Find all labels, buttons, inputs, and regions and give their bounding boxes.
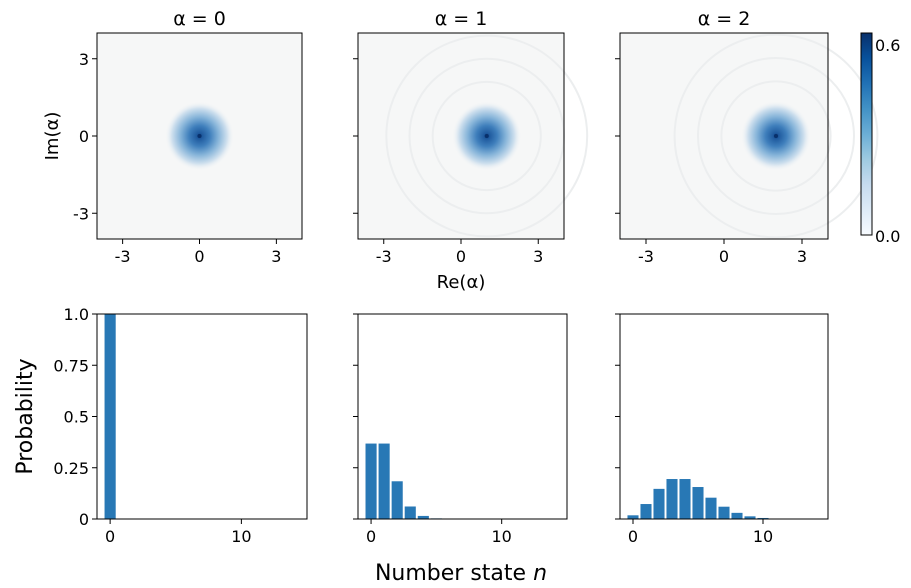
bar-n-6 (705, 497, 717, 519)
peak-center-dot (197, 134, 202, 138)
y-tick-label: -3 (73, 204, 89, 223)
axis-ticks: -3 0 3 (615, 58, 807, 266)
ripple-ring (673, 33, 879, 239)
bar-n-4 (679, 479, 691, 519)
x-tick-label: -3 (638, 247, 654, 266)
bar-n-2 (653, 488, 665, 519)
bar-n-4 (417, 515, 429, 519)
y-axis-label: Probability (13, 358, 38, 474)
probability-panel-alpha-0: 0 10 0 0.25 0.5 0.75 1.0 Probability (13, 305, 308, 546)
heatmap-content (358, 33, 589, 239)
x-axis-label: Re(α) (437, 272, 486, 293)
x-tick-label: 0 (628, 527, 638, 546)
y-tick-label: 1.0 (64, 305, 89, 324)
panel-title: α = 0 (173, 8, 226, 30)
ripple-ring (697, 57, 855, 215)
axes-frame (357, 32, 565, 240)
axes-frame (96, 32, 303, 240)
axes-frame (357, 313, 568, 520)
bar-n-10 (757, 517, 769, 519)
bar-n-1 (640, 504, 652, 519)
axes-frame (619, 313, 829, 520)
y-tick-label: 0.75 (53, 356, 89, 375)
colorbar-min-label: 0.0 (875, 227, 900, 246)
bar-n-0 (104, 314, 116, 519)
bar-series (104, 314, 116, 519)
x-tick-label: 0 (105, 527, 115, 546)
bar-series (365, 443, 455, 519)
x-tick-label: 3 (271, 247, 281, 266)
heatmap-content (620, 33, 879, 239)
panel-title: α = 1 (435, 8, 488, 30)
peak-center-dot (484, 134, 489, 138)
colorbar-gradient (860, 32, 873, 236)
x-tick-label: 0 (194, 247, 204, 266)
y-tick-label: 3 (79, 50, 89, 69)
wigner-panel-alpha-1: α = 1 -3 0 3 Re(α) (353, 8, 589, 293)
heatmap-content (97, 33, 302, 239)
ripple-ring (385, 34, 589, 238)
bar-series (627, 479, 795, 519)
bar-n-3 (404, 506, 416, 519)
x-tick-label: 0 (366, 527, 376, 546)
axis-ticks: 0 10 0 0.25 0.5 0.75 1.0 (53, 305, 251, 546)
y-tick-label: 0 (79, 127, 89, 146)
colorbar: 0.6 0.0 (860, 32, 900, 246)
x-tick-label: 3 (797, 247, 807, 266)
axis-ticks: -3 0 3 -3 0 3 (73, 50, 281, 266)
x-tick-label: 0 (456, 247, 466, 266)
bar-n-1 (378, 443, 390, 519)
ripple-ring (431, 80, 542, 192)
axes-frame (619, 32, 829, 240)
y-tick-label: 0.5 (64, 408, 89, 427)
ripple-ring (720, 80, 832, 192)
wigner-panel-alpha-2: α = 2 -3 0 3 (615, 8, 879, 266)
figure-x-axis-label: Number state n (375, 561, 547, 586)
peak-center-dot (774, 134, 778, 138)
probability-panel-alpha-1: 0 10 (353, 313, 568, 546)
y-axis-label: Im(α) (42, 112, 63, 161)
bar-n-5 (692, 487, 704, 519)
x-tick-label: 0 (719, 247, 729, 266)
axis-ticks: -3 0 3 (353, 58, 543, 266)
axis-ticks: 0 10 (353, 313, 512, 546)
x-tick-label: 10 (231, 527, 251, 546)
x-tick-label: 3 (533, 247, 543, 266)
y-tick-label: 0 (79, 510, 89, 529)
axis-ticks: 0 10 (615, 313, 773, 546)
bar-n-3 (666, 479, 678, 519)
axes-frame (96, 313, 308, 520)
bar-n-0 (627, 515, 639, 519)
bar-n-8 (731, 512, 743, 519)
colorbar-max-label: 0.6 (875, 36, 900, 55)
x-tick-label: -3 (115, 247, 131, 266)
bar-n-2 (391, 481, 403, 519)
wigner-panel-alpha-0: α = 0 -3 0 3 -3 0 3 Im(α) (42, 8, 303, 266)
bar-n-7 (718, 506, 730, 519)
x-tick-label: -3 (376, 247, 392, 266)
bar-n-9 (744, 516, 756, 519)
y-tick-label: 0.25 (53, 459, 89, 478)
bar-n-0 (365, 443, 377, 519)
panel-title: α = 2 (698, 8, 751, 30)
x-tick-label: 10 (753, 527, 773, 546)
x-tick-label: 10 (492, 527, 512, 546)
probability-panel-alpha-2: 0 10 (615, 313, 829, 546)
